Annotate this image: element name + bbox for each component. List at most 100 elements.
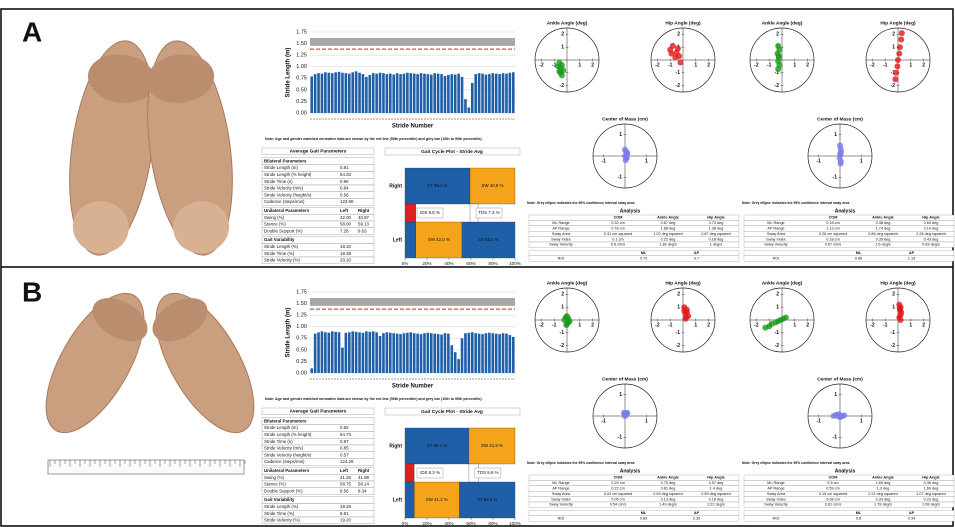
stride-bar	[406, 72, 409, 113]
param-value: 58.75	[340, 482, 352, 487]
double-support-label: IDS 9.8 %	[420, 210, 440, 215]
column-header: COM	[829, 476, 838, 480]
stride-bar	[433, 333, 437, 373]
stride-bar	[368, 75, 372, 113]
analysis-value: 1.38 deg/s	[659, 243, 677, 247]
y-tick-label: -1	[618, 435, 623, 441]
analysis-value: 0.86 deg squared	[868, 232, 898, 236]
stride-bar	[464, 333, 467, 373]
table-row	[528, 501, 740, 508]
stride-bar	[481, 334, 484, 373]
analysis-value: 1.4 deg	[710, 487, 723, 491]
analysis-value: 0.78 cm	[611, 227, 625, 231]
analysis-value: 0.19 cm squared	[819, 492, 847, 496]
stride-bar	[361, 332, 365, 373]
x-tick-label: -2	[539, 62, 544, 68]
param-name: Stride Length (m)	[264, 425, 298, 430]
y-tick-label: 2	[892, 292, 895, 298]
stride-bar	[474, 333, 478, 373]
roi-value: 0.32	[693, 517, 700, 521]
param-value: 7.28	[340, 228, 349, 233]
roi-header: ML	[856, 511, 862, 515]
x-tick-label: 2	[922, 322, 925, 328]
stride-bar	[395, 73, 399, 113]
stride-bar	[494, 333, 498, 373]
x-tick-label: -2	[655, 322, 660, 328]
sway-point	[621, 411, 628, 418]
param-value: 20.10	[340, 258, 352, 263]
stride-bar	[419, 334, 423, 373]
y-tick-label: -1	[676, 70, 681, 76]
analysis-value: 0.5 cm	[827, 481, 838, 485]
analysis-value: 0.67 deg	[661, 221, 676, 225]
column-header: COM	[614, 476, 623, 480]
analysis-value: 0.57 deg	[709, 481, 724, 485]
y-tick-label: 1	[892, 45, 895, 51]
x-tick-label: 1	[578, 62, 581, 68]
x-tick-label: -2	[754, 322, 759, 328]
param-name: Stride Length (% height)	[264, 432, 312, 437]
table-row	[743, 510, 955, 516]
param-value: 0.81	[340, 165, 349, 170]
stride-bar	[484, 74, 488, 113]
param-value: 40.87	[358, 215, 370, 220]
plot-title: Center of Mass (cm)	[817, 116, 863, 122]
stride-bar	[453, 74, 457, 113]
stride-bar	[470, 82, 474, 113]
x-tick-label: 20%	[422, 261, 431, 266]
x-tick-label: -2	[655, 62, 660, 68]
stride-bar	[358, 332, 361, 373]
column-header: Ankle Angle	[657, 476, 679, 480]
x-tick-label: 0%	[402, 261, 409, 266]
sway-point	[896, 305, 903, 312]
roi-label: ROI	[773, 257, 780, 261]
stride-bar	[341, 72, 344, 113]
stride-bar	[511, 336, 515, 373]
y-tick-label: -2	[560, 343, 565, 349]
analysis-value: 1.68 deg	[661, 227, 676, 231]
stride-bar	[491, 73, 495, 113]
section-title: Unilateral Parameters	[264, 208, 310, 213]
stride-bar	[416, 74, 419, 113]
analysis-value: 0.75 deg	[661, 481, 676, 485]
analysis-value: 1.02 deg squared	[653, 232, 683, 236]
analysis-metric: Sway Velocity	[549, 503, 573, 507]
stride-bar	[423, 333, 426, 373]
panel-label: B	[22, 276, 42, 307]
y-tick-label: 0.25	[296, 99, 307, 105]
analysis-value: 0.23 deg	[924, 497, 939, 501]
analysis-metric: Sway Velocity	[764, 243, 788, 247]
param-value: 8.34	[358, 488, 367, 493]
table-row	[261, 516, 375, 524]
analysis-value: 0.73 deg	[709, 221, 724, 225]
stride-bar	[402, 73, 406, 113]
stride-bar	[440, 74, 443, 113]
y-tick-label: 1.75	[296, 289, 307, 295]
table-row	[743, 250, 955, 256]
label-box	[416, 207, 444, 219]
sway-point	[775, 65, 782, 72]
y-tick-label: -1	[618, 175, 623, 181]
sway-point	[672, 54, 679, 61]
phase-label: SW 41.9 %	[481, 443, 503, 448]
sway-point	[895, 57, 901, 63]
column-header: Ankle Angle	[657, 216, 679, 220]
double-support-segment	[404, 463, 415, 483]
stride-bar	[395, 333, 399, 373]
x-tick-label: -1	[883, 62, 888, 68]
analysis-value: 2.21 deg squared	[868, 492, 898, 496]
stride-bar	[484, 333, 488, 373]
sway-point	[894, 63, 901, 70]
analysis-metric: Sway Index	[766, 237, 786, 241]
foot-heel	[72, 201, 129, 254]
x-tick-label: 1	[645, 158, 648, 164]
sway-point	[683, 314, 690, 321]
x-tick-label: 1	[909, 322, 912, 328]
param-name: Stride Length (%)	[264, 504, 299, 509]
x-tick-label: 0%	[402, 521, 409, 526]
param-value: 18.26	[340, 504, 352, 509]
analysis-value: 0.59 deg squared	[701, 492, 731, 496]
analysis-title: Analysis	[620, 208, 641, 214]
stride-bar	[354, 71, 358, 113]
